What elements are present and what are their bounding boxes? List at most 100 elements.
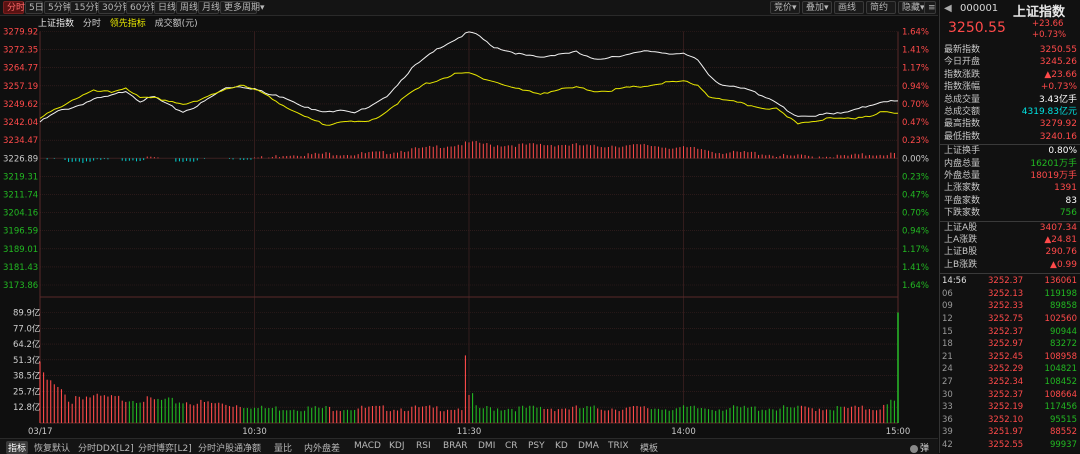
legend-leading-indicator: 领先指标 <box>109 19 146 29</box>
price-tick-label: 3204.16 <box>3 209 38 219</box>
stat-label: 外盘总量 <box>944 171 981 181</box>
period-tab[interactable]: 分时 <box>3 1 25 14</box>
time-tick-label: 14:00 <box>671 427 696 437</box>
index-change: +23.66 <box>1032 19 1064 29</box>
stat-row: 外盘总量 18019万手 <box>940 170 1080 182</box>
quote-panel: ◀ 000001 上证指数 3250.55 +23.66 +0.73% 最新指数… <box>939 0 1080 453</box>
tick-time: 33 <box>942 402 953 413</box>
indicator-tab[interactable]: 内外盘差 <box>304 444 341 454</box>
intraday-chart[interactable]: 3279.92 1.64% 3272.35 1.41% 3264.77 1.17% 3257… <box>0 15 938 438</box>
tick-price: 3252.37 <box>988 389 1024 400</box>
stat-value: 3407.34 <box>1039 222 1077 233</box>
stat-label: 上证换手 <box>944 146 981 157</box>
tick-time: 06 <box>942 288 953 299</box>
tick-time: 24 <box>942 364 953 375</box>
stat-value: 3250.55 <box>1039 45 1077 55</box>
tick-row: 27 3252.34 108452 <box>940 376 1080 389</box>
period-tab[interactable]: 60分钟 <box>126 1 159 14</box>
time-tick-label: 10:30 <box>242 427 267 437</box>
period-tab[interactable]: 30分钟 <box>98 1 131 14</box>
indicator-tab[interactable]: PSY <box>528 441 545 451</box>
tick-row: 18 3252.97 83272 <box>940 338 1080 351</box>
period-tab[interactable]: 5日▾ <box>25 1 48 14</box>
indicator-tab[interactable]: DMA <box>578 441 599 451</box>
legend-index-name: 上证指数 <box>38 19 75 29</box>
indicator-tab[interactable]: RSI <box>416 441 431 451</box>
leading-indicator-line <box>39 72 898 126</box>
stat-value: 1391 <box>1054 183 1077 194</box>
volume-tick-label: 89.9亿 <box>13 308 40 319</box>
toolbar-button[interactable]: 叠加▾ <box>802 1 832 14</box>
tick-price: 3252.97 <box>988 339 1024 350</box>
indicator-tab[interactable]: 分时沪股通净额 <box>198 444 262 454</box>
price-tick-label: 3211.74 <box>3 190 38 200</box>
indicator-tab[interactable]: MACD <box>354 441 381 451</box>
toolbar-button[interactable]: 画线 <box>834 1 864 14</box>
divider <box>940 220 1080 222</box>
period-tab[interactable]: 5分钟 <box>44 1 72 14</box>
indicator-tab[interactable]: DMI <box>478 441 496 451</box>
toolbar-button[interactable]: 简约 <box>866 1 896 14</box>
tick-row: 12 3252.75 102560 <box>940 313 1080 326</box>
stat-value: 3.43亿手 <box>1038 94 1077 105</box>
indicator-tab[interactable]: 量比 <box>274 444 293 454</box>
more-icon[interactable]: ≡ <box>924 1 936 14</box>
period-tab[interactable]: 日线 <box>154 1 176 14</box>
indicator-tab[interactable]: 分时DDX[L2] <box>78 444 134 454</box>
stat-label: 内盘总量 <box>944 158 981 169</box>
tick-time: 21 <box>942 351 953 362</box>
tick-volume: 95515 <box>1049 414 1077 425</box>
period-tab[interactable]: 更多周期▾ <box>220 1 265 14</box>
toggle-switch[interactable]: 弹 <box>910 441 929 454</box>
stat-value: 4319.83亿元 <box>1021 107 1077 117</box>
tick-price: 3252.29 <box>988 364 1024 375</box>
tick-row: 33 3252.19 117456 <box>940 401 1080 414</box>
toggle-label: 弹 <box>920 444 930 454</box>
legend-timeshare: 分时 <box>82 19 101 29</box>
tick-time: 30 <box>942 389 953 400</box>
indicator-tab[interactable]: BRAR <box>443 441 468 451</box>
tick-time: 09 <box>942 301 953 312</box>
tick-time: 36 <box>942 414 953 425</box>
tick-price: 3252.13 <box>988 288 1024 299</box>
stat-row: 最低指数 3240.16 <box>940 131 1080 143</box>
volume-tick-label: 77.0亿 <box>13 323 40 334</box>
stat-row: 上B涨跌 ▲0.99 <box>940 259 1080 271</box>
tick-volume: 89858 <box>1049 301 1077 312</box>
tick-volume: 90944 <box>1049 326 1077 337</box>
stat-row: 总成交量 3.43亿手 <box>940 94 1080 106</box>
stat-label: 上证B股 <box>944 247 978 258</box>
indicator-tab[interactable]: 模板 <box>640 444 659 454</box>
tick-volume: 108664 <box>1044 389 1077 400</box>
divider <box>940 144 1080 146</box>
stat-label: 指数涨跌 <box>944 69 981 80</box>
stat-value: 18019万手 <box>1030 171 1077 181</box>
period-tab[interactable]: 周线 <box>176 1 198 14</box>
indicator-tab[interactable]: 恢复默认 <box>34 444 71 454</box>
pct-tick-label: 0.47% <box>902 190 929 200</box>
stat-value: ▲0.99 <box>1050 259 1077 270</box>
tick-time: 39 <box>942 427 953 438</box>
indicator-tab[interactable]: 指标 <box>6 441 29 454</box>
grid <box>40 31 898 423</box>
stat-row: 上A涨跌 ▲24.81 <box>940 234 1080 246</box>
tick-time: 27 <box>942 377 953 387</box>
stat-row: 上证A股 3407.34 <box>940 222 1080 234</box>
tick-price: 3251.97 <box>988 427 1024 438</box>
indicator-tab[interactable]: KD <box>555 441 568 451</box>
period-tab[interactable]: 月线 <box>198 1 220 14</box>
indicator-tab[interactable]: CR <box>505 441 518 451</box>
tick-volume: 108452 <box>1044 377 1077 387</box>
period-tab[interactable]: 15分钟 <box>70 1 103 14</box>
tick-volume: 83272 <box>1049 339 1077 350</box>
collapse-arrow-icon[interactable]: ◀ <box>944 3 952 14</box>
tick-price: 3252.55 <box>988 440 1024 450</box>
indicator-tab[interactable]: KDJ <box>389 441 405 451</box>
toolbar-button[interactable]: 竞价▾ <box>770 1 800 14</box>
indicator-tab[interactable]: TRIX <box>608 441 629 451</box>
stat-value: 756 <box>1059 208 1077 219</box>
price-tick-label: 3242.04 <box>3 118 38 128</box>
stat-value: 3279.92 <box>1039 119 1077 130</box>
tick-row: 21 3252.45 108958 <box>940 351 1080 364</box>
indicator-tab[interactable]: 分时博弈[L2] <box>138 444 192 454</box>
